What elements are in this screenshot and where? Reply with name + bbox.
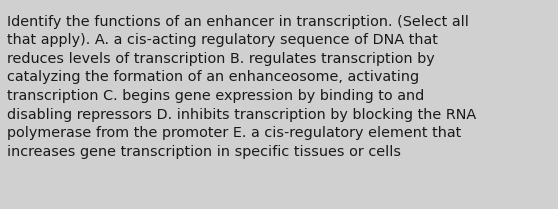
Text: Identify the functions of an enhancer in transcription. (Select all
that apply).: Identify the functions of an enhancer in… — [7, 15, 476, 159]
